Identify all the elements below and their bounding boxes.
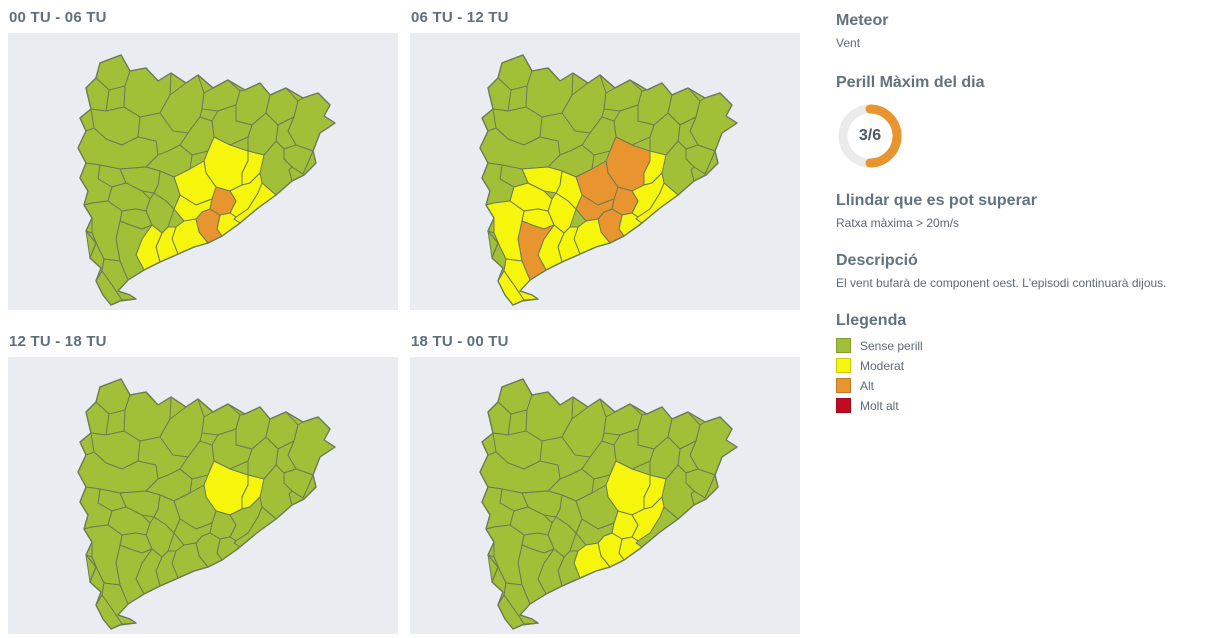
legend-swatch-molt_alt xyxy=(836,398,851,413)
comarca-solsones xyxy=(179,116,215,156)
danger-gauge-value: 3/6 xyxy=(858,127,882,144)
map-period-title: 06 TU - 12 TU xyxy=(411,9,509,26)
map-panel xyxy=(8,357,398,634)
legend-label: Moderat xyxy=(860,358,905,373)
map-period-title: 18 TU - 00 TU xyxy=(411,333,509,350)
catalonia-warning-map xyxy=(479,54,738,306)
map-panel xyxy=(8,33,398,310)
catalonia-warning-map xyxy=(479,378,738,630)
comarca-urgell xyxy=(521,166,563,194)
legend-swatch-alt xyxy=(836,378,851,393)
map-period-4: 18 TU - 00 TU xyxy=(410,324,800,634)
comarca-riberaebre xyxy=(83,524,123,586)
description-title: Descripció xyxy=(836,252,918,269)
legend-item-sense: Sense perill xyxy=(836,338,1216,353)
warning-maps-grid: 00 TU - 06 TU 06 TU - 12 TU 12 TU - 18 T… xyxy=(8,0,802,634)
catalonia-outline xyxy=(479,54,738,306)
comarca-urgell xyxy=(521,490,563,518)
map-panel xyxy=(410,33,800,310)
legend-item-alt: Alt xyxy=(836,378,1216,393)
threshold-value: Ratxa màxima > 20m/s xyxy=(836,216,960,230)
legend-list: Sense perill Moderat Alt Molt alt xyxy=(836,338,1216,413)
legend-swatch-sense xyxy=(836,338,851,353)
map-panel xyxy=(410,357,800,634)
meteor-value: Vent xyxy=(836,36,861,50)
max-danger-title: Perill Màxim del dia xyxy=(836,74,985,91)
catalonia-outline xyxy=(77,378,336,630)
map-period-title: 12 TU - 18 TU xyxy=(9,333,107,350)
comarca-solsones xyxy=(179,440,215,480)
threshold-title: Llindar que es pot superar xyxy=(836,192,1037,209)
legend-label: Sense perill xyxy=(860,338,923,353)
map-period-2: 06 TU - 12 TU xyxy=(410,0,800,310)
comarca-solsones xyxy=(581,116,617,156)
legend-swatch-moderat xyxy=(836,358,851,373)
catalonia-warning-map xyxy=(77,54,336,306)
map-period-3: 12 TU - 18 TU xyxy=(8,324,398,634)
danger-gauge: 3/6 xyxy=(836,102,904,170)
meteor-title: Meteor xyxy=(836,12,889,29)
catalonia-warning-map xyxy=(77,378,336,630)
map-period-1: 00 TU - 06 TU xyxy=(8,0,398,310)
legend-item-molt_alt: Molt alt xyxy=(836,398,1216,413)
danger-gauge-arc xyxy=(838,104,902,168)
description-value: El vent bufarà de component oest. L'epis… xyxy=(836,276,1167,290)
comarca-riberaebre xyxy=(83,200,123,262)
map-period-title: 00 TU - 06 TU xyxy=(9,9,107,26)
legend-item-moderat: Moderat xyxy=(836,358,1216,373)
catalonia-outline xyxy=(479,378,738,630)
legend-label: Molt alt xyxy=(860,398,899,413)
catalonia-outline xyxy=(77,54,336,306)
comarca-riberaebre xyxy=(485,200,525,262)
legend-title: Llegenda xyxy=(836,312,907,329)
comarca-riberaebre xyxy=(485,524,525,586)
comarca-urgell xyxy=(119,490,161,518)
legend-label: Alt xyxy=(860,378,875,393)
comarca-urgell xyxy=(119,166,161,194)
comarca-solsones xyxy=(581,440,617,480)
warning-info-sidebar: Meteor Vent Perill Màxim del dia 3/6 Lli… xyxy=(836,0,1216,418)
